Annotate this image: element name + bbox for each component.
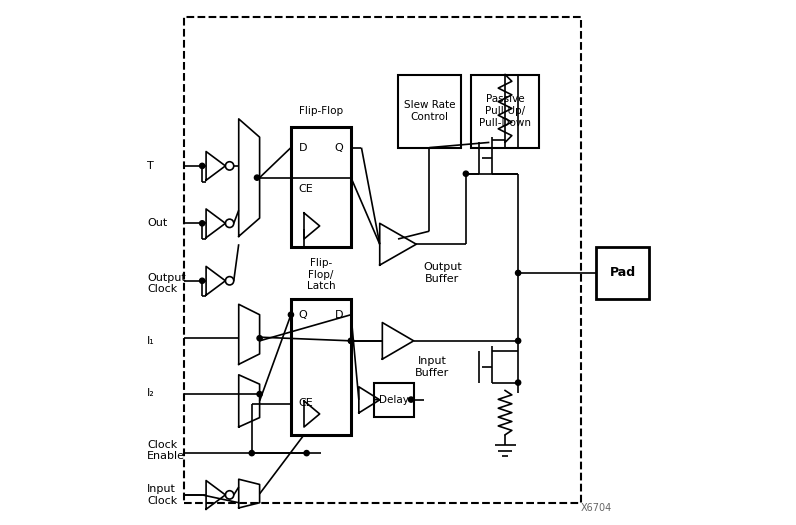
Text: Input
Clock: Input Clock	[147, 484, 178, 506]
Text: Q: Q	[298, 310, 307, 320]
Bar	[291, 299, 351, 435]
Circle shape	[257, 335, 262, 341]
Text: T: T	[147, 161, 154, 171]
Circle shape	[349, 338, 353, 343]
Text: Flip-Flop: Flip-Flop	[299, 106, 343, 116]
Text: Q: Q	[334, 143, 343, 153]
Circle shape	[304, 450, 309, 456]
Circle shape	[257, 392, 262, 397]
Circle shape	[200, 278, 205, 284]
Text: CE: CE	[298, 184, 314, 194]
Circle shape	[288, 312, 294, 317]
Text: I₂: I₂	[147, 388, 155, 398]
Text: Output
Buffer: Output Buffer	[423, 262, 462, 284]
Text: Delay: Delay	[379, 395, 409, 405]
Text: Slew Rate
Control: Slew Rate Control	[404, 100, 455, 122]
Text: D: D	[298, 143, 307, 153]
Text: Output
Clock: Output Clock	[147, 272, 186, 294]
Text: D: D	[334, 310, 343, 320]
Circle shape	[516, 380, 521, 385]
Circle shape	[463, 171, 469, 176]
Circle shape	[516, 338, 521, 343]
Bar	[374, 383, 414, 416]
Text: Pad: Pad	[610, 267, 636, 279]
Circle shape	[349, 338, 353, 343]
Text: Flip-
Flop/
Latch: Flip- Flop/ Latch	[306, 258, 335, 291]
Text: X6704: X6704	[581, 503, 612, 513]
Text: CE: CE	[298, 398, 314, 408]
Circle shape	[200, 220, 205, 226]
Bar	[184, 17, 581, 503]
Text: Clock
Enable: Clock Enable	[147, 440, 185, 461]
Bar	[398, 75, 461, 148]
Bar	[471, 75, 539, 148]
Bar	[596, 247, 649, 299]
Text: Passive
Pull-Up/
Pull-Down: Passive Pull-Up/ Pull-Down	[479, 94, 531, 128]
Circle shape	[255, 175, 259, 180]
Circle shape	[200, 163, 205, 169]
Text: Input
Buffer: Input Buffer	[415, 356, 449, 378]
Text: Out: Out	[147, 218, 168, 228]
Bar	[291, 127, 351, 247]
Circle shape	[408, 397, 414, 402]
Circle shape	[249, 450, 255, 456]
Text: I₁: I₁	[147, 336, 155, 346]
Circle shape	[516, 270, 521, 276]
